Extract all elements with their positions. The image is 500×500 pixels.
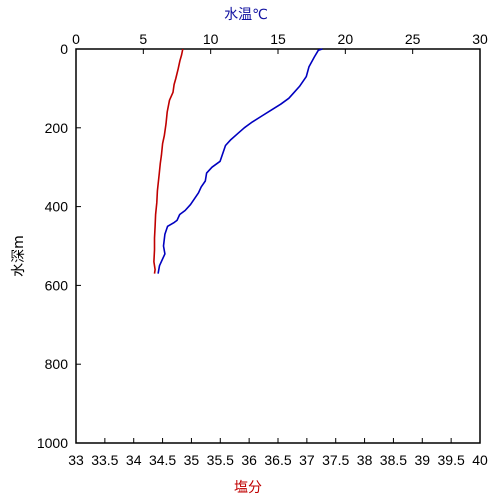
top-tick-label: 30 [472,31,488,47]
plot-frame [75,48,481,444]
bottom-tick-label: 36 [241,452,257,468]
bottom-tick-label: 34.5 [149,452,176,468]
left-tick-label: 400 [45,199,69,215]
top-tick-label: 10 [203,31,219,47]
top-tick-label: 25 [405,31,421,47]
bottom-tick-label: 40 [472,452,488,468]
left-axis-ticks: 0 200 400 600 800 1000 [37,41,81,451]
left-tick-label: 200 [45,120,69,136]
left-axis-title: 水深m [11,235,27,277]
bottom-tick-label: 37 [299,452,315,468]
bottom-tick-label: 35.5 [207,452,234,468]
series-layer [153,48,323,274]
top-tick-label: 5 [139,31,147,47]
left-tick-label: 1000 [37,435,68,451]
bottom-tick-label: 35 [184,452,200,468]
salinity-series-line [153,48,184,274]
bottom-tick-label: 39.5 [438,452,465,468]
bottom-tick-label: 33 [68,452,84,468]
bottom-tick-label: 34 [126,452,142,468]
bottom-axis-title: 塩分 [234,480,262,496]
bottom-tick-label: 33.5 [91,452,118,468]
top-tick-label: 15 [270,31,286,47]
temperature-series-line [157,48,323,274]
left-tick-label: 0 [60,41,68,57]
bottom-tick-label: 36.5 [264,452,291,468]
left-tick-label: 600 [45,277,69,293]
top-tick-label: 20 [338,31,354,47]
bottom-tick-label: 37.5 [322,452,349,468]
top-axis-title: 水温℃ [224,7,268,23]
top-tick-label: 0 [72,31,80,47]
top-axis-ticks: 0 5 10 15 20 25 30 [72,31,488,54]
bottom-tick-label: 38.5 [380,452,407,468]
left-tick-label: 800 [45,356,69,372]
bottom-tick-label: 38 [357,452,373,468]
bottom-axis-ticks: 33 33.5 34 34.5 35 35.5 36 36.5 37 37.5 38 38.5 39 39… [68,438,488,468]
bottom-tick-label: 39 [414,452,430,468]
